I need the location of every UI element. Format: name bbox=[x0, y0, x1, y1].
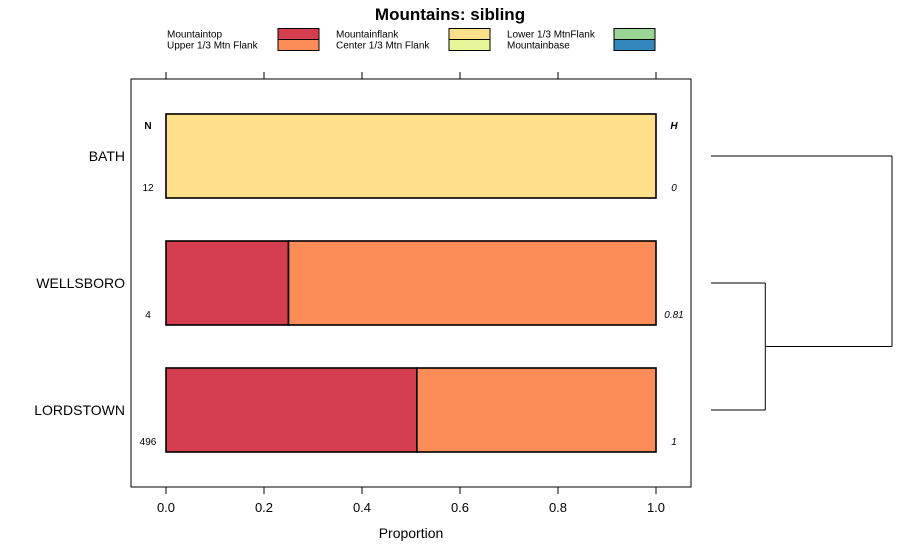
category-labels: BATH WELLSBORO LORDSTOWN bbox=[34, 148, 125, 418]
bars bbox=[165, 113, 657, 453]
bar-bath-mountainflank bbox=[165, 113, 657, 199]
legend-label-mountainbase: Mountainbase bbox=[507, 41, 570, 52]
h-header: H bbox=[670, 121, 678, 132]
chart-title: Mountains: sibling bbox=[375, 5, 525, 24]
n-header: N bbox=[144, 121, 151, 132]
h-value-lordstown: 1 bbox=[671, 437, 677, 448]
x-tick-label: 0.8 bbox=[549, 500, 567, 515]
category-label-wellsboro: WELLSBORO bbox=[36, 275, 125, 291]
legend-label-upper-1-3-mtn-flank: Upper 1/3 Mtn Flank bbox=[167, 41, 259, 52]
legend-label-mountaintop: Mountaintop bbox=[167, 30, 222, 41]
legend-swatch-mountainflank bbox=[448, 28, 491, 40]
plot-frame bbox=[130, 78, 692, 488]
x-tick-label: 0.2 bbox=[255, 500, 273, 515]
n-value-lordstown: 496 bbox=[140, 437, 157, 448]
legend-label-mountainflank: Mountainflank bbox=[336, 30, 399, 41]
category-label-lordstown: LORDSTOWN bbox=[34, 402, 125, 418]
legend-label-center-1-3-mtn-flank: Center 1/3 Mtn Flank bbox=[336, 41, 430, 52]
h-value-bath: 0 bbox=[671, 183, 677, 194]
bar-lordstown-mountaintop bbox=[165, 367, 418, 453]
x-tick-label: 0.0 bbox=[157, 500, 175, 515]
x-axis: 0.0 0.2 0.4 0.6 0.8 1.0 bbox=[157, 72, 665, 515]
side-annotations: N H 12 0 4 0.81 496 1 bbox=[140, 121, 684, 448]
legend-swatch-mountainbase bbox=[613, 39, 656, 51]
legend-swatch-upper-1-3-mtn-flank bbox=[277, 39, 320, 51]
legend-swatch-lower-1-3-mtnflank bbox=[613, 28, 656, 40]
legend-label-lower-1-3-mtnflank: Lower 1/3 MtnFlank bbox=[507, 30, 596, 41]
h-value-wellsboro: 0.81 bbox=[664, 310, 683, 321]
x-tick-label: 1.0 bbox=[647, 500, 665, 515]
n-value-wellsboro: 4 bbox=[145, 310, 151, 321]
n-value-bath: 12 bbox=[142, 183, 154, 194]
dendrogram bbox=[711, 155, 893, 411]
x-tick-label: 0.6 bbox=[451, 500, 469, 515]
x-axis-title: Proportion bbox=[379, 525, 444, 541]
bar-wellsboro-upper-1-3-mtn-flank bbox=[287, 240, 657, 326]
category-label-bath: BATH bbox=[89, 148, 125, 164]
bar-wellsboro-mountaintop bbox=[165, 240, 290, 326]
legend-swatch-center-1-3-mtn-flank bbox=[448, 39, 491, 51]
legend-swatch-mountaintop bbox=[277, 28, 320, 40]
bar-lordstown-upper-1-3-mtn-flank bbox=[416, 367, 657, 453]
x-tick-label: 0.4 bbox=[353, 500, 371, 515]
